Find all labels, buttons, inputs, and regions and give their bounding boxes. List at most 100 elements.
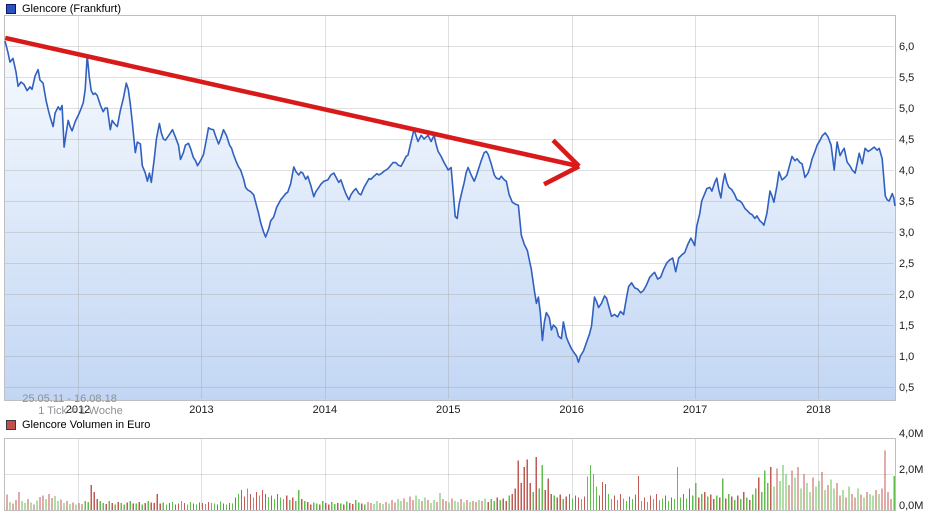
volume-bar (559, 494, 561, 510)
volume-bar (562, 499, 564, 510)
volume-bar (457, 501, 459, 510)
volume-bar (773, 486, 775, 510)
volume-bar (439, 492, 441, 510)
volume-bar (643, 497, 646, 510)
volume-bar (619, 493, 622, 510)
volume-bar (737, 495, 739, 510)
trend-arrow-barb (543, 164, 581, 187)
price-line (4, 40, 896, 363)
volume-bar (243, 496, 246, 510)
volume-axis-tick-label: 0,0M (899, 500, 923, 512)
volume-bar (147, 501, 149, 510)
volume-bar (379, 502, 381, 510)
volume-bar (815, 486, 817, 510)
volume-bar (364, 504, 366, 510)
volume-bar (343, 504, 345, 510)
volume-bar (872, 495, 874, 510)
volume-bar (111, 502, 113, 510)
volume-bar (9, 501, 11, 510)
volume-bar (881, 488, 883, 510)
volume-bar (277, 493, 279, 510)
volume-bar (271, 495, 273, 510)
volume-bar (225, 504, 228, 510)
volume-bar (18, 492, 20, 510)
chart-period-info: 25.05.11 - 16.08.18 1 Tick = 1 Woche (10, 381, 122, 429)
volume-bar (550, 493, 552, 510)
y-axis-tick-label: 5,5 (899, 72, 914, 84)
volume-bar (21, 501, 23, 510)
volume-bar (800, 488, 802, 510)
volume-bar (776, 468, 778, 510)
volume-bar (637, 475, 640, 510)
price-area (5, 41, 895, 400)
volume-bar (893, 475, 895, 510)
volume-bar (72, 502, 74, 510)
volume-bar (412, 500, 414, 510)
volume-bar (63, 502, 65, 510)
volume-bar (583, 496, 585, 510)
volume-bar (388, 503, 390, 510)
volume-bar (613, 495, 616, 510)
volume-bar (183, 502, 185, 510)
volume-bar (33, 504, 35, 510)
volume-bar (698, 497, 700, 510)
volume-bar (316, 503, 318, 510)
volume-bar (833, 488, 835, 510)
volume-bar (662, 498, 664, 510)
volume-bar (138, 501, 140, 510)
volume-bar (406, 501, 408, 510)
volume-bar (875, 490, 877, 510)
volume-bar (595, 486, 597, 510)
volume-bar (156, 494, 158, 510)
volume-bar (502, 498, 504, 510)
x-axis-tick-label: 2015 (436, 404, 460, 416)
volume-bar (210, 502, 213, 510)
x-axis-tick-label: 2017 (683, 404, 707, 416)
volume-bar (319, 504, 321, 510)
trend-arrow-shaft (4, 35, 580, 169)
volume-bar (385, 501, 387, 510)
volume-bar (854, 497, 856, 510)
volume-series-legend: Glencore Volumen in Euro (6, 419, 150, 431)
volume-bar (713, 499, 715, 510)
volume-bar (394, 502, 396, 510)
volume-bar (668, 501, 670, 510)
x-axis-tick-label: 2016 (559, 404, 583, 416)
volume-bar (851, 493, 853, 510)
volume-bar (310, 504, 312, 510)
volume-bar (686, 498, 688, 510)
volume-bar (451, 498, 453, 510)
volume-bar (499, 500, 501, 510)
volume-bar (391, 500, 393, 510)
volume-bar (704, 492, 706, 510)
volume-bar (535, 456, 537, 510)
volume-bar (231, 503, 234, 510)
volume-bar (653, 499, 655, 510)
volume-bar (526, 459, 528, 510)
volume-bar (568, 493, 570, 510)
volume-bar (761, 492, 763, 510)
volume-bar (198, 502, 200, 510)
volume-bar (30, 502, 32, 510)
volume-bar (746, 497, 748, 510)
volume-bar (646, 501, 649, 510)
volume-bar (15, 500, 17, 510)
volume-bar (69, 504, 71, 510)
volume-bar (120, 503, 122, 510)
volume-bar (586, 476, 588, 510)
volume-bar (616, 500, 619, 510)
volume-bar (87, 501, 89, 510)
volume-bar (42, 495, 44, 510)
volume-bar (114, 504, 116, 510)
volume-bar (547, 478, 549, 510)
volume-bar (628, 496, 631, 510)
volume-bar (256, 492, 258, 510)
volume-bar (749, 500, 751, 510)
volume-bar (409, 496, 411, 510)
volume-bar (580, 499, 582, 510)
volume-bar (601, 482, 603, 510)
volume-bar (54, 496, 56, 510)
volume-bar (758, 477, 760, 510)
volume-bar (162, 502, 164, 510)
